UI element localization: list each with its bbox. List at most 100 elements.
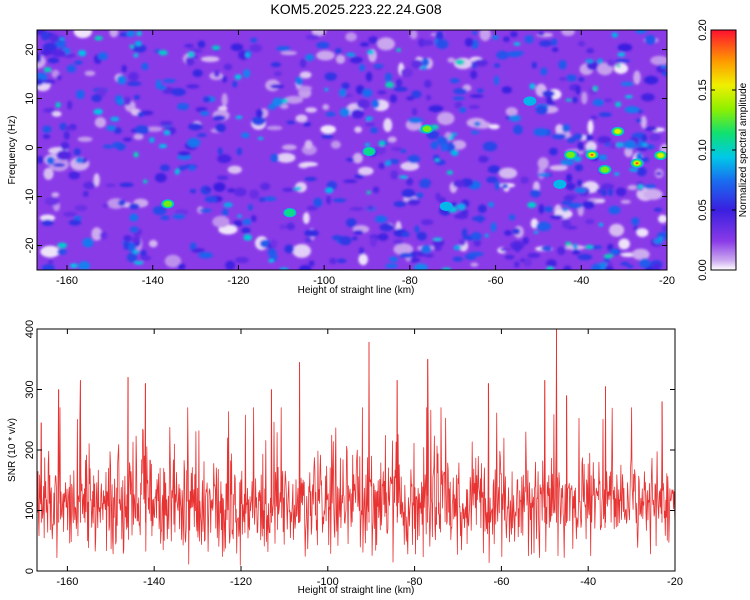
heatmap-cell <box>170 87 186 97</box>
heatmap-cell-low <box>292 243 311 258</box>
heatmap-cell-mid <box>245 52 251 58</box>
heatmap-cell <box>565 74 577 82</box>
heatmap-cell <box>527 252 541 259</box>
heatmap-y-tick-label: -20 <box>24 238 36 254</box>
heatmap-cell <box>560 159 574 166</box>
heatmap-cell <box>600 189 608 197</box>
heatmap-cell <box>385 263 398 269</box>
heatmap-cell <box>406 96 415 101</box>
heatmap-cell <box>631 217 640 226</box>
heatmap-cell-low <box>93 173 100 187</box>
hotspot-ring <box>635 162 639 165</box>
heatmap-cell <box>435 31 444 40</box>
heatmap-cell <box>420 182 431 189</box>
heatmap-cell <box>565 182 576 191</box>
heatmap-cell <box>68 171 80 180</box>
heatmap-cell <box>411 107 418 116</box>
heatmap-cell <box>548 147 558 156</box>
heatmap-cell <box>606 59 615 67</box>
heatmap-cell <box>390 147 404 151</box>
heatmap-cell <box>577 141 584 152</box>
heatmap-cell <box>561 207 569 212</box>
heatmap-cell <box>598 154 608 161</box>
heatmap-cell <box>432 238 445 247</box>
heatmap-cell <box>365 71 373 82</box>
heatmap-cell <box>304 229 319 238</box>
heatmap-cell <box>405 177 414 186</box>
heatmap-cell <box>487 165 501 174</box>
heatmap-cell-low <box>299 71 312 79</box>
heatmap-cell <box>188 122 203 131</box>
heatmap-cell <box>73 148 81 156</box>
heatmap-cell <box>202 96 211 103</box>
heatmap-cell <box>47 259 54 265</box>
heatmap-cell <box>217 147 223 155</box>
heatmap-cell-low <box>479 30 491 41</box>
heatmap-cell-low <box>94 117 107 128</box>
heatmap-cell <box>66 64 77 73</box>
heatmap-cell <box>416 231 427 241</box>
heatmap-cell-mid <box>57 242 68 249</box>
heatmap-cell-low <box>393 243 414 256</box>
heatmap-cell <box>514 242 521 253</box>
heatmap-cell <box>578 77 585 82</box>
heatmap-cell <box>608 205 621 215</box>
heatmap-cell <box>488 201 495 208</box>
heatmap-cell <box>639 258 651 269</box>
heatmap-cell-low <box>51 192 60 198</box>
heatmap-cell <box>268 103 276 110</box>
heatmap-cell <box>270 153 279 163</box>
hotspot-ring <box>566 151 575 158</box>
heatmap-cell-mid <box>94 35 103 41</box>
heatmap-y-tick-label: 10 <box>24 92 36 104</box>
heatmap-cell <box>284 244 295 254</box>
heatmap-cell <box>644 34 657 45</box>
heatmap-cell <box>57 249 67 255</box>
heatmap-cell <box>158 85 167 91</box>
heatmap-cell <box>644 75 659 85</box>
heatmap-cell <box>378 162 385 170</box>
heatmap-cell <box>464 37 474 47</box>
heatmap-cell-low <box>345 32 357 42</box>
heatmap-cell <box>230 43 244 52</box>
heatmap-cell <box>212 115 226 121</box>
heatmap-cell <box>585 218 595 225</box>
heatmap-cell <box>303 121 312 127</box>
snr-y-label: SNR (10 * v/v) <box>7 418 18 482</box>
heatmap-cell <box>73 60 83 65</box>
heatmap-cell <box>132 44 147 53</box>
snr-x-tick-label: -80 <box>407 576 423 588</box>
heatmap-cell <box>249 189 260 200</box>
heatmap-cell <box>305 53 315 62</box>
heatmap-cell-mid <box>585 59 594 64</box>
heatmap-cell <box>420 219 434 226</box>
heatmap-cell-mid <box>345 52 356 57</box>
heatmap-cell <box>454 213 469 220</box>
heatmap-cell <box>282 187 294 192</box>
heatmap-cell-low <box>282 144 297 151</box>
heatmap-cell-mid <box>616 141 624 148</box>
heatmap-cell-low <box>631 248 650 260</box>
colorbar-tick-label: 0.05 <box>697 199 709 220</box>
heatmap-cell <box>40 49 53 56</box>
heatmap-cell <box>636 166 647 177</box>
heatmap-cell <box>524 34 534 44</box>
heatmap-cell <box>141 62 149 71</box>
heatmap-hotspots <box>161 96 667 218</box>
heatmap-cell <box>482 141 498 152</box>
heatmap-cell-low <box>284 95 304 104</box>
heatmap-cell-mid <box>158 50 168 56</box>
heatmap-cell <box>561 200 573 205</box>
heatmap-cell <box>507 51 522 58</box>
heatmap-cell <box>221 208 229 217</box>
heatmap-cell-mid <box>432 237 443 241</box>
heatmap-cell <box>56 150 72 161</box>
heatmap-cell <box>454 101 463 109</box>
heatmap-cell <box>615 58 631 63</box>
heatmap-cell-mid <box>455 59 465 66</box>
heatmap-cell <box>496 50 510 60</box>
heatmap-cell <box>329 257 337 265</box>
heatmap-hotspot <box>439 201 453 212</box>
heatmap-cell-mid <box>456 203 466 211</box>
heatmap-cell <box>411 90 422 99</box>
